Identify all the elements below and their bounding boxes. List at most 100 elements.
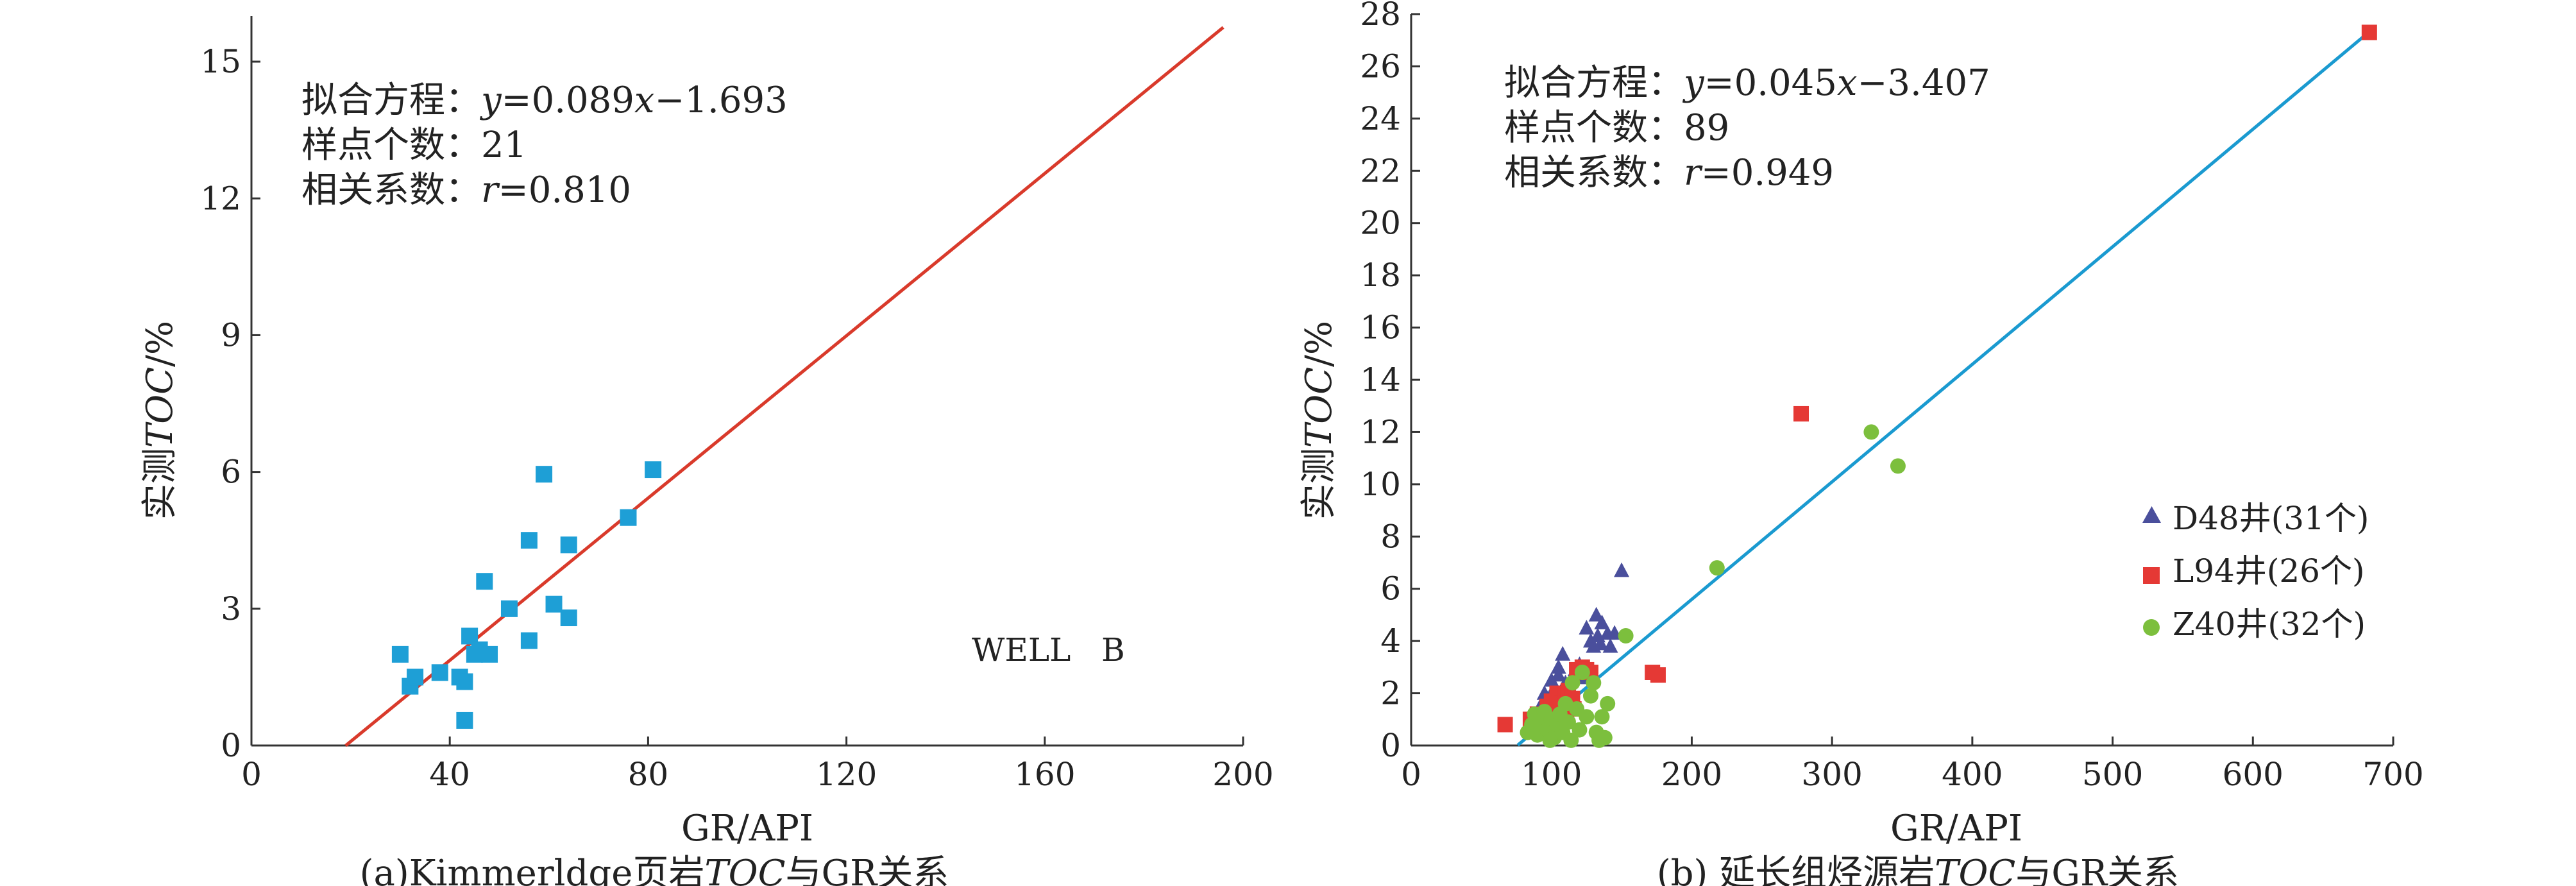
- panel-b-series-0-point: [1593, 635, 1609, 651]
- panel-b-y-tick-label: 20: [1360, 205, 1401, 242]
- panel-b-corr-annotation: 相关系数：r=0.949: [1504, 152, 1834, 194]
- panel-a-y-label-suffix: /%: [139, 321, 181, 367]
- panel-a-equation-mid: =0.089: [502, 80, 634, 121]
- legend-label-l94: L94井(26个): [2173, 552, 2364, 590]
- panel-b-legend: D48井(31个) L94井(26个) Z40井(32个): [2142, 500, 2369, 643]
- panel-a-series-0-point: [560, 609, 577, 627]
- panel-a-equation-x: x: [634, 80, 655, 121]
- panel-b-y-tick-label: 26: [1360, 47, 1401, 85]
- panel-b-equation-x: x: [1837, 62, 1858, 104]
- legend-circle-marker: [2143, 619, 2160, 636]
- panel-b-equation-annotation: 拟合方程：y=0.045x−3.407: [1504, 62, 1990, 104]
- panel-b-x-tick-label: 700: [2362, 756, 2423, 793]
- panel-b-series-1-point: [2361, 24, 2377, 40]
- panel-b-y-axis-label: 实测TOC/%: [1298, 321, 1340, 520]
- panel-b-x-tick-label: 600: [2223, 756, 2284, 793]
- panel-b-caption: (b) 延长组烃源岩TOC与GR关系: [1657, 853, 2179, 886]
- panel-a-well-label: WELL B: [972, 631, 1125, 669]
- panel-b-series-2-point: [1560, 714, 1576, 730]
- panel-b-series-1-point: [1793, 405, 1809, 422]
- panel-a-y-label-toc: TOC: [139, 367, 181, 448]
- panel-a-series-0-point: [431, 664, 448, 681]
- panel-a-y-tick-label: 15: [200, 43, 241, 80]
- panel-a-x-tick-label: 120: [816, 756, 877, 793]
- panel-a-caption: (a)Kimmerldge页岩TOC与GR关系: [360, 853, 949, 886]
- panel-a-chart: 0 40 80 120 160 200 0 3 6 9 12 15 拟合方程：y=0.089x−1.6…: [139, 16, 1274, 886]
- panel-b-corr-label: 相关系数：: [1504, 152, 1684, 194]
- panel-b-y-label-prefix: 实测: [1298, 448, 1340, 520]
- panel-a-count-value: 21: [481, 124, 527, 166]
- panel-b-y-tick-label: 10: [1360, 466, 1401, 503]
- panel-b-series-2-point: [1600, 695, 1616, 711]
- panel-b-series-2-point: [1863, 424, 1879, 440]
- panel-b-count-label: 样点个数：: [1504, 107, 1684, 149]
- panel-b-x-tick-label: 400: [1942, 756, 2003, 793]
- panel-a-caption-suffix: 与GR关系: [785, 853, 949, 886]
- panel-a-y-label-prefix: 实测: [139, 448, 181, 520]
- panel-a-caption-prefix: (a)Kimmerldge页岩: [360, 853, 705, 886]
- panel-a-series-0-point: [456, 673, 473, 690]
- panel-b-series-2-point: [1597, 729, 1613, 745]
- panel-b-count-value: 89: [1684, 107, 1729, 149]
- panel-a-series-0-point: [500, 600, 518, 617]
- panel-b-series-0-point: [1550, 667, 1566, 682]
- panel-b-y-tick-label: 0: [1380, 727, 1401, 764]
- panel-b-series-1-point: [1650, 667, 1666, 683]
- panel-b-corr-r: r: [1684, 152, 1703, 194]
- panel-a-fit-line: [344, 26, 1224, 747]
- panel-a-x-tick-label: 0: [241, 756, 262, 793]
- panel-a-series-0-point: [645, 461, 662, 479]
- legend-triangle-marker: [2142, 506, 2161, 523]
- panel-a-count-label: 样点个数：: [301, 124, 481, 166]
- panel-b-equation-tail: −3.407: [1857, 62, 1990, 104]
- panel-a-corr-value: =0.810: [498, 169, 631, 211]
- panel-a-series-0-point: [481, 645, 498, 663]
- panel-a-plot-area: 0 40 80 120 160 200 0 3 6 9 12 15: [200, 16, 1274, 793]
- panel-b-x-tick-label: 300: [1801, 756, 1862, 793]
- panel-b-series-2-point: [1563, 732, 1579, 748]
- panel-b-count-annotation: 样点个数：89: [1504, 107, 1729, 149]
- legend-item-d48: D48井(31个): [2142, 500, 2369, 537]
- panel-a-y-tick-label: 12: [200, 180, 241, 217]
- panel-b-series-0-point: [1579, 620, 1595, 635]
- panel-a-series-0-point: [620, 509, 637, 526]
- panel-b-equation-mid: =0.045: [1704, 62, 1837, 104]
- panel-a-data-points: [391, 461, 662, 729]
- panel-b-plot-area: 0 100 200 300 400 500 600 700024681012141618202…: [1360, 0, 2423, 793]
- panel-a-x-tick-label: 40: [429, 756, 470, 793]
- panel-a-corr-annotation: 相关系数：r=0.810: [301, 169, 631, 211]
- panel-a-y-tick-label: 6: [221, 454, 241, 491]
- panel-b-series-2-point: [1579, 709, 1595, 725]
- panel-a-x-tick-label: 80: [628, 756, 669, 793]
- panel-a-series-0-point: [520, 532, 538, 549]
- panel-b-series-2-point: [1890, 458, 1906, 474]
- panel-b-caption-suffix: 与GR关系: [2015, 853, 2179, 886]
- panel-b-series-0-point: [1550, 659, 1566, 674]
- panel-b-equation-label: 拟合方程：: [1504, 62, 1684, 104]
- panel-b-equation-y: y: [1682, 62, 1705, 104]
- panel-b-caption-toc: TOC: [1935, 853, 2015, 886]
- panel-a-y-tick-label: 0: [221, 727, 241, 764]
- panel-b-series-2-point: [1572, 722, 1588, 738]
- panel-b-y-tick-label: 6: [1380, 570, 1401, 608]
- panel-b-series-2-point: [1564, 675, 1580, 691]
- panel-a-x-tick-label: 200: [1212, 756, 1273, 793]
- panel-b-data-points: [1497, 24, 2377, 748]
- panel-b-y-tick-label: 8: [1380, 518, 1401, 555]
- panel-b-series-2-point: [1709, 560, 1725, 576]
- panel-b-series-2-point: [1582, 688, 1598, 704]
- panel-b-y-tick-label: 24: [1360, 100, 1401, 137]
- panel-a-series-0-point: [545, 595, 563, 613]
- panel-a-series-0-point: [560, 536, 577, 554]
- legend-label-d48: D48井(31个): [2173, 500, 2369, 537]
- panel-a-series-0-point: [407, 669, 424, 686]
- panel-b-y-tick-label: 14: [1360, 361, 1401, 398]
- panel-b-series-1-point: [1497, 717, 1513, 733]
- panel-a-equation-annotation: 拟合方程：y=0.089x−1.693: [301, 80, 788, 121]
- panel-b-y-tick-label: 28: [1360, 0, 1401, 33]
- panel-b-series-0-point: [1602, 638, 1618, 653]
- panel-b-y-tick-label: 18: [1360, 257, 1401, 294]
- legend-item-l94: L94井(26个): [2143, 552, 2364, 590]
- panel-b-y-tick-label: 12: [1360, 413, 1401, 450]
